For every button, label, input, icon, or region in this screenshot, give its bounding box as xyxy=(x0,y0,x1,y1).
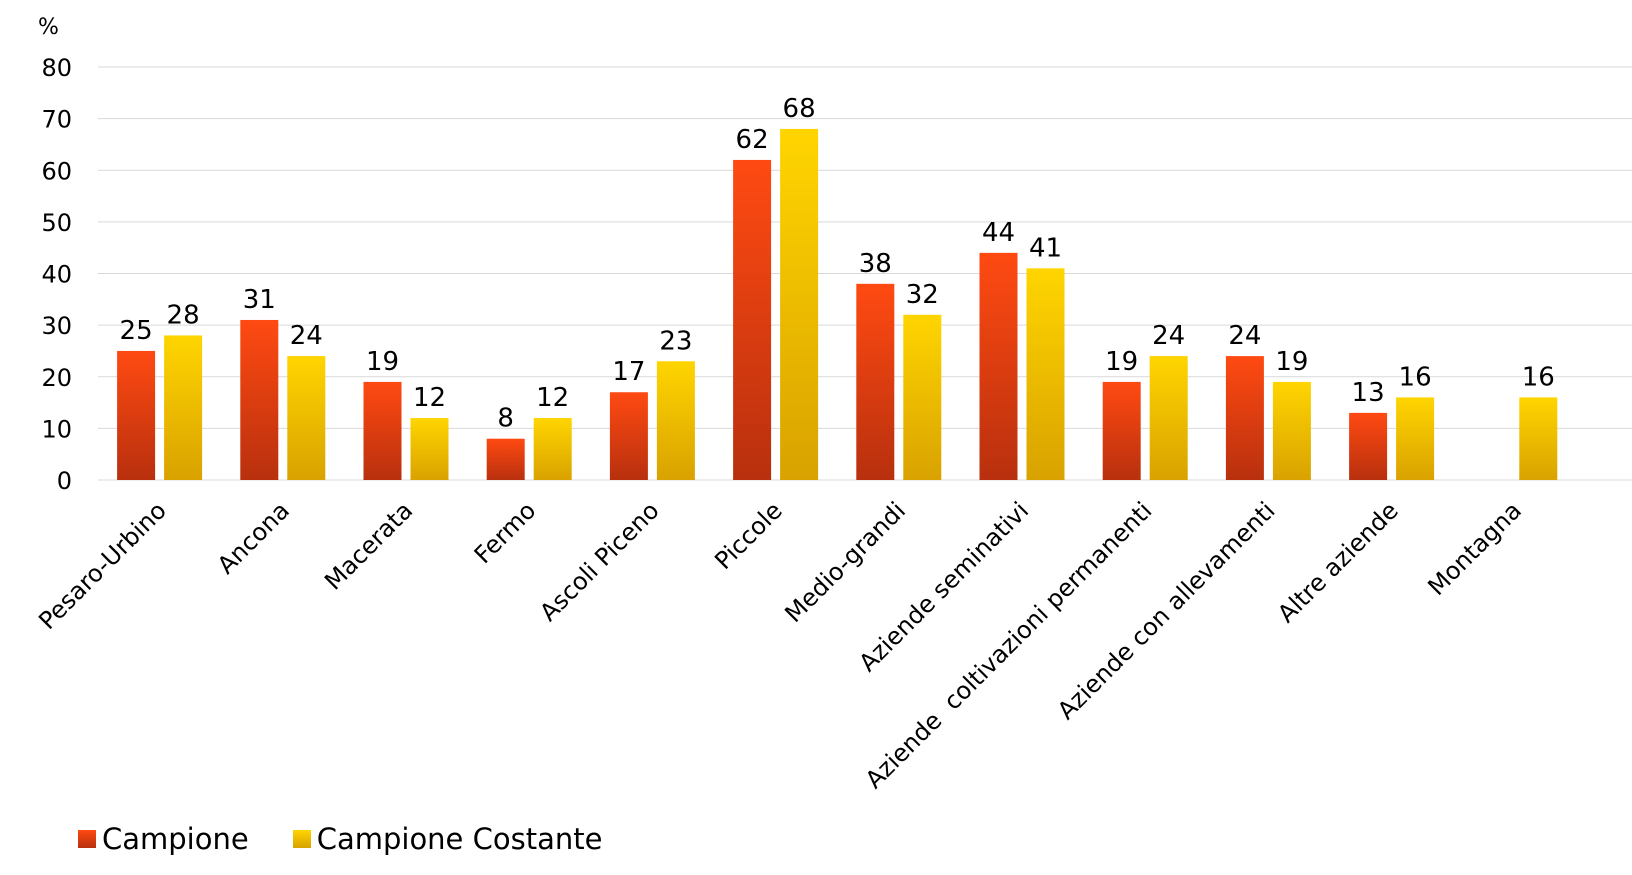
y-axis-ticks: 0 10 20 30 40 50 60 70 80 xyxy=(41,54,72,495)
legend-item-campione-costante: Campione Costante xyxy=(292,822,603,856)
y-tick-label: 50 xyxy=(41,209,72,237)
data-label-campione-costante-aziende-seminativi: 41 xyxy=(1029,233,1062,263)
data-label-campione-costante-altre-aziende: 16 xyxy=(1399,362,1432,392)
data-label-campione-costante-montagna: 16 xyxy=(1522,362,1555,392)
bar-chart: 0 10 20 30 40 50 60 70 80 25 28 31 24 19 12 8 12 17 23 62 6… xyxy=(33,15,1632,794)
bar-campione-costante-piccole xyxy=(780,128,819,480)
bar-campione-ancona xyxy=(240,319,279,480)
bar-campione-costante-aziende-con-allevamenti xyxy=(1272,381,1311,480)
legend-swatch-campione-costante xyxy=(292,830,311,848)
bar-campione-costante-fermo xyxy=(533,418,572,480)
data-label-campione-costante-aziende-coltivazioni-permanenti: 24 xyxy=(1152,321,1185,351)
y-tick-label: 80 xyxy=(41,54,72,82)
data-label-campione-ancona: 31 xyxy=(243,285,276,315)
data-label-campione-pesaro-urbino: 25 xyxy=(120,316,153,346)
data-label-campione-costante-piccole: 68 xyxy=(783,94,816,124)
category-label-ascoli-piceno: Ascoli Piceno xyxy=(534,496,664,626)
data-label-campione-costante-aziende-con-allevamenti: 19 xyxy=(1275,347,1308,377)
legend-label-campione-costante: Campione Costante xyxy=(316,822,603,856)
bar-campione-costante-pesaro-urbino xyxy=(164,335,203,480)
data-label-campione-aziende-seminativi: 44 xyxy=(982,218,1015,248)
data-label-campione-macerata: 19 xyxy=(366,347,399,377)
data-label-campione-altre-aziende: 13 xyxy=(1352,378,1385,408)
bar-campione-costante-medio-grandi xyxy=(903,314,942,480)
bar-campione-costante-altre-aziende xyxy=(1396,397,1435,480)
gridlines xyxy=(98,66,1632,481)
data-label-campione-costante-medio-grandi: 32 xyxy=(906,280,939,310)
category-label-aziende-con-allevamenti: Aziende con allevamenti xyxy=(1052,496,1281,725)
y-tick-label: 0 xyxy=(57,467,72,495)
bar-campione-costante-aziende-coltivazioni-permanenti xyxy=(1149,356,1188,480)
data-label-campione-aziende-coltivazioni-permanenti: 19 xyxy=(1105,347,1138,377)
bar-campione-piccole xyxy=(733,159,772,481)
category-label-altre-aziende: Altre aziende xyxy=(1272,496,1404,628)
data-label-campione-ascoli-piceno: 17 xyxy=(612,357,645,387)
data-labels: 25 28 31 24 19 12 8 12 17 23 62 68 38 32 44 41 19 24 24 19 1… xyxy=(120,94,1555,434)
category-label-fermo: Fermo xyxy=(469,496,542,569)
bar-campione-medio-grandi xyxy=(856,283,895,480)
y-tick-label: 10 xyxy=(41,415,72,443)
bar-campione-pesaro-urbino xyxy=(117,350,156,480)
bar-campione-macerata xyxy=(363,381,402,480)
bar-campione-aziende-con-allevamenti xyxy=(1225,356,1264,480)
data-label-campione-fermo: 8 xyxy=(497,404,514,434)
category-label-macerata: Macerata xyxy=(319,496,418,595)
data-label-campione-costante-pesaro-urbino: 28 xyxy=(167,300,200,330)
category-label-ancona: Ancona xyxy=(212,496,295,579)
legend-item-campione: Campione xyxy=(78,822,249,856)
bar-campione-ascoli-piceno xyxy=(609,392,648,480)
data-label-campione-aziende-con-allevamenti: 24 xyxy=(1228,321,1261,351)
bar-campione-costante-aziende-seminativi xyxy=(1026,268,1065,480)
bar-campione-costante-macerata xyxy=(410,418,449,480)
bar-campione-costante-ancona xyxy=(287,356,326,480)
bar-campione-altre-aziende xyxy=(1349,412,1388,480)
category-label-montagna: Montagna xyxy=(1422,496,1527,601)
data-label-campione-piccole: 62 xyxy=(736,125,769,155)
y-tick-label: 40 xyxy=(41,261,72,289)
data-label-campione-costante-macerata: 12 xyxy=(413,383,446,413)
legend: Campione Campione Costante xyxy=(78,822,646,856)
y-tick-label: 20 xyxy=(41,364,72,392)
y-tick-label: 60 xyxy=(41,157,72,185)
data-label-campione-medio-grandi: 38 xyxy=(859,249,892,279)
data-label-campione-costante-ascoli-piceno: 23 xyxy=(659,326,692,356)
bar-campione-costante-montagna xyxy=(1519,397,1558,480)
category-label-medio-grandi: Medio-grandi xyxy=(779,496,911,628)
category-label-piccole: Piccole xyxy=(709,496,788,575)
bar-campione-costante-ascoli-piceno xyxy=(656,361,695,480)
bar-campione-fermo xyxy=(486,438,525,480)
bar-campione-aziende-coltivazioni-permanenti xyxy=(1102,381,1141,480)
y-tick-label: 70 xyxy=(41,106,72,134)
data-label-campione-costante-ancona: 24 xyxy=(290,321,323,351)
bar-campione-aziende-seminativi xyxy=(979,252,1018,480)
data-label-campione-costante-fermo: 12 xyxy=(536,383,569,413)
legend-swatch-campione xyxy=(78,830,96,848)
category-label-pesaro-urbino: Pesaro-Urbino xyxy=(33,496,172,635)
bars xyxy=(117,128,1558,481)
legend-label-campione: Campione xyxy=(102,822,249,856)
y-unit-label: % xyxy=(38,15,59,40)
y-tick-label: 30 xyxy=(41,312,72,340)
